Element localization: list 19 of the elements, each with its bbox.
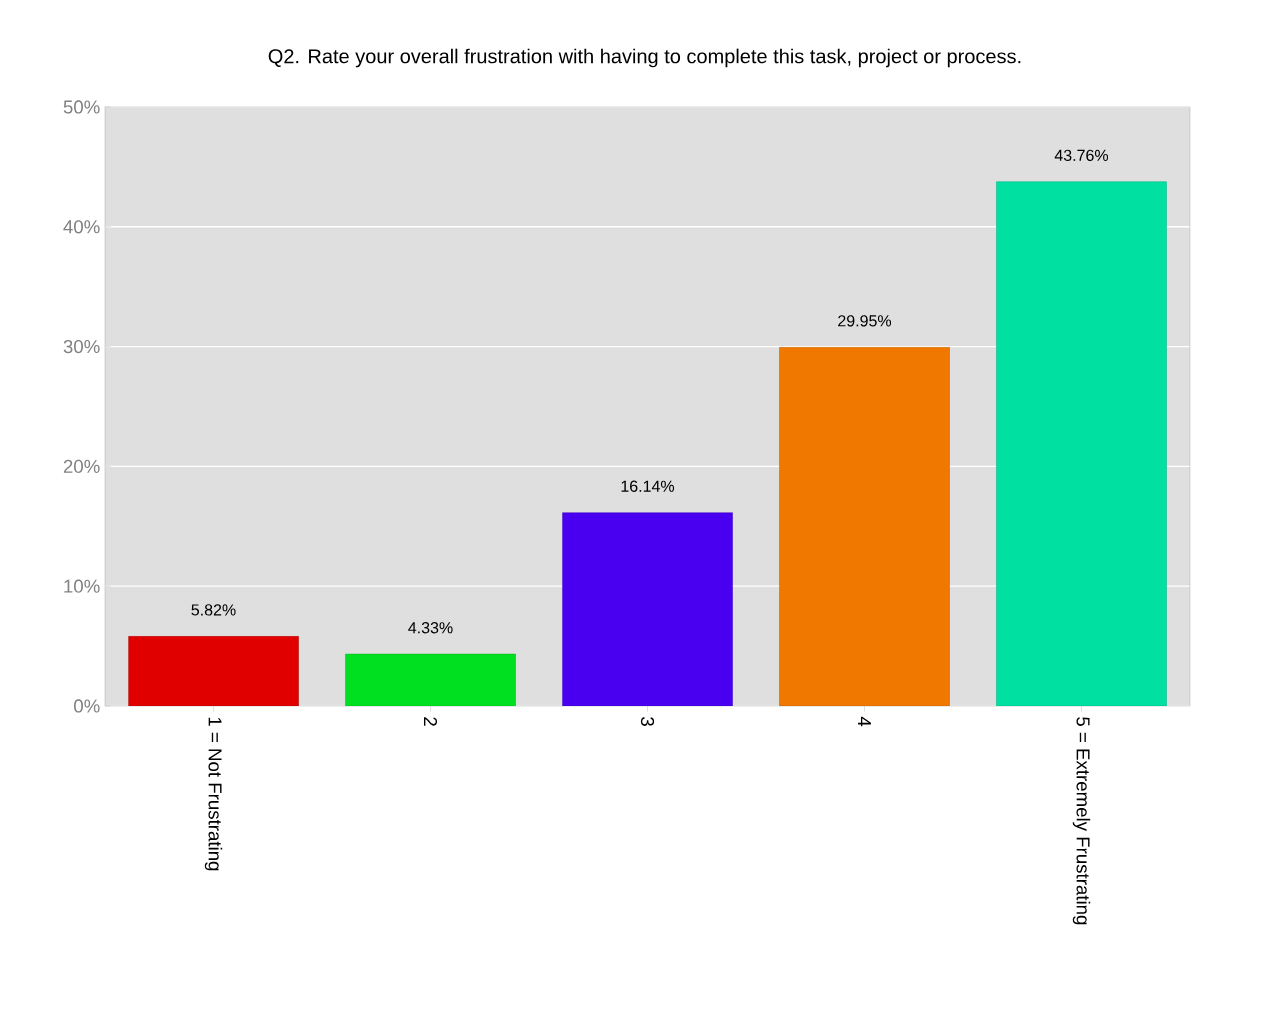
y-tick-label: 20% xyxy=(63,459,100,473)
data-label: 16.14% xyxy=(621,480,675,492)
data-label: 43.76% xyxy=(1054,149,1109,162)
y-tick-label: 50% xyxy=(63,100,100,114)
x-tick-label: 3 xyxy=(640,717,655,726)
x-tick-label: 2 xyxy=(423,717,438,726)
y-tick-label: 40% xyxy=(63,220,100,234)
bar xyxy=(996,181,1167,706)
x-tick-label: 5 = Extremely Frustrating xyxy=(1072,717,1091,925)
x-tick-label: 1 = Not Frustrating xyxy=(204,717,223,871)
y-tick-label: 10% xyxy=(64,579,100,593)
y-tick-label: 30% xyxy=(63,339,100,354)
data-label: 5.82% xyxy=(191,604,236,616)
data-label: 29.95% xyxy=(838,315,892,327)
data-label: 4.33% xyxy=(408,622,453,634)
y-tick-label: 0% xyxy=(74,699,100,713)
bar xyxy=(779,346,950,706)
chart-title: Q2. Rate your overall frustration with having to complete this task, project or process. xyxy=(268,48,1021,68)
x-tick-label: 4 xyxy=(858,716,871,727)
